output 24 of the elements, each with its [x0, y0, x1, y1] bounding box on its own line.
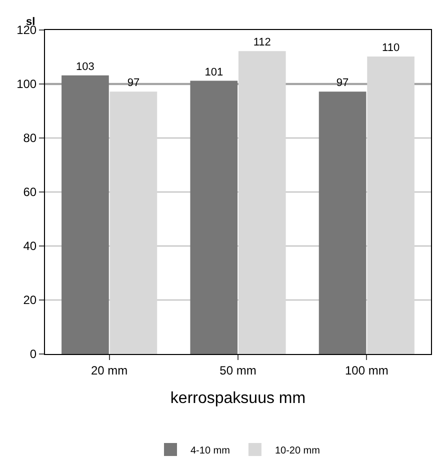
data-label: 97	[336, 77, 349, 90]
y-tick-label: 40	[23, 239, 37, 254]
bar	[367, 56, 414, 354]
data-label: 97	[127, 77, 140, 90]
bar	[238, 51, 286, 354]
data-label: 110	[382, 42, 400, 54]
data-label: 112	[253, 36, 271, 49]
data-label: 101	[204, 66, 224, 78]
bar	[110, 92, 158, 354]
bar	[62, 75, 109, 354]
y-tick-label: 20	[23, 293, 37, 308]
x-axis-title: kerrospaksuus mm	[170, 390, 306, 408]
x-tick-label: 50 mm	[220, 363, 256, 378]
x-tick-label: 20 mm	[90, 363, 128, 378]
legend-label: 4-10 mm	[190, 445, 230, 456]
bar	[318, 92, 366, 354]
data-label: 103	[76, 60, 94, 73]
legend-label: 10-20 mm	[274, 445, 320, 456]
y-tick-label: 80	[23, 131, 37, 146]
x-tick-label: 100 mm	[344, 363, 388, 378]
y-tick-label: 0	[30, 347, 37, 362]
bar	[190, 80, 238, 354]
y-tick-label: 60	[23, 185, 37, 200]
y-tick-label: 100	[16, 77, 37, 92]
